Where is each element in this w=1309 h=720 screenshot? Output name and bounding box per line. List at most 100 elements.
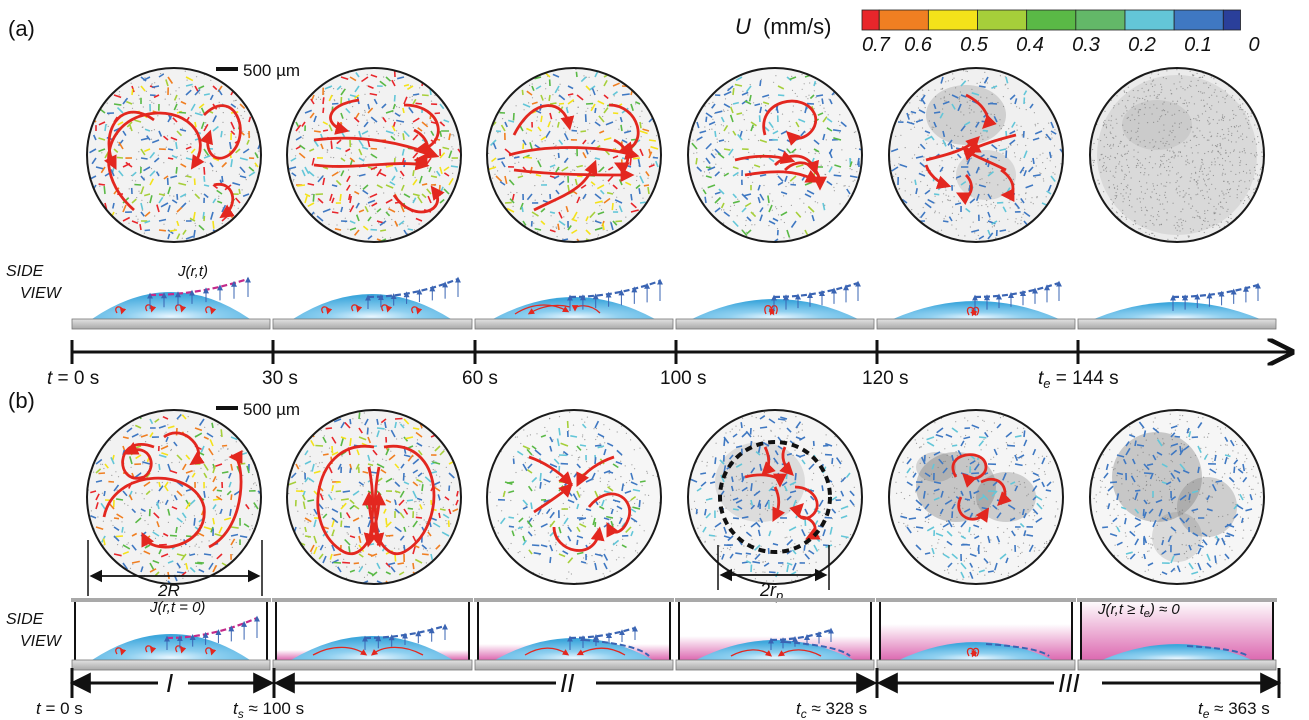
top-view-a-5-dot [941,88,943,90]
top-view-b-1-velocity-tick [122,436,129,440]
top-view-a-6-dot [1151,207,1153,209]
top-view-b-2-dot [422,501,424,503]
top-view-a-6-dot [1116,122,1118,124]
top-view-a-2-velocity-tick [312,193,315,202]
top-view-b-1-dot [197,554,199,556]
top-view-a-4-velocity-tick [750,124,754,132]
top-view-a-2-velocity-tick [330,141,333,150]
top-view-b-1-velocity-tick [230,494,233,501]
top-view-a-1-velocity-tick [216,189,223,195]
top-view-b-1-velocity-tick [212,465,216,474]
top-view-b-1-velocity-tick [197,561,205,564]
top-view-b-2-velocity-tick [432,522,441,528]
top-view-b-1-dot [213,459,215,461]
top-view-a-6-dot [1172,129,1174,132]
top-view-a-5-dot [972,221,974,223]
top-view-a-3-dot [574,169,576,171]
top-view-a-6-dot [1137,110,1139,112]
top-view-a-3-velocity-tick [567,85,574,90]
top-view-b-2-dot [428,446,430,448]
top-view-a-6-dot [1160,183,1162,185]
top-view-b-3-dot [534,489,536,491]
top-view-a-6-dot [1133,149,1135,151]
top-view-a-5-dot [1020,223,1022,225]
top-view-a-6-dot [1169,150,1171,152]
top-view-a-6-dot [1176,88,1178,90]
top-view-b-2-velocity-tick [333,553,342,557]
top-view-b-1-velocity-tick [152,559,160,564]
top-view-b-4-dot [758,560,760,562]
top-view-a-3-velocity-tick [632,157,641,160]
top-view-b-4-dot [823,508,825,510]
top-view-a-6-dot [1193,135,1195,137]
top-view-b-1-dot [139,435,141,437]
top-view-a-2-velocity-tick [367,199,376,204]
top-view-a-6-dot [1222,192,1224,194]
top-view-b-4-velocity-tick [708,534,716,537]
top-view-a-1-velocity-tick [217,89,223,96]
top-view-b-4-dot [811,479,813,481]
top-view-a-1-velocity-tick [149,170,156,177]
top-view-b-1-velocity-tick [228,472,232,479]
top-view-b-1-velocity-tick [113,484,120,492]
top-view-a-3-velocity-tick [540,207,546,213]
top-view-a-6-dot [1243,150,1245,152]
top-view-b-2-dot [343,558,345,560]
top-view-a-6-dot [1125,174,1127,176]
top-view-a-5-dot [955,87,957,89]
top-view-b-4-velocity-tick [755,450,761,456]
top-view-a-1-dot [99,185,101,187]
top-view-b-5-dot [983,483,985,486]
top-view-a-6-dot [1149,156,1151,158]
top-view-a-3-rim [486,67,662,243]
top-view-a-5-velocity-tick [978,85,986,88]
top-view-b-4-dot [764,454,766,456]
top-view-a-3-dot [642,197,644,199]
top-view-a-6-dot [1103,165,1105,167]
top-view-a-5-dot [914,154,916,156]
top-view-a-2-velocity-tick [349,76,357,82]
top-view-a-6-dot [1140,191,1143,193]
top-view-a-5-velocity-tick [927,198,935,204]
top-view-a-1-velocity-tick [167,157,174,160]
top-view-b-4-velocity-tick [798,454,806,458]
top-view-b-5-dot [933,493,935,495]
top-view-a-4-velocity-tick [759,207,764,213]
top-view-a-3-velocity-tick [594,107,597,114]
top-view-b-2-dot [367,426,369,429]
top-view-b-4-dot [745,556,748,558]
top-view-a-6-dot [1157,94,1159,96]
top-view-a-3-velocity-tick [558,102,565,105]
top-view-a-5-dot [986,221,989,223]
top-view-a-6-dot [1110,147,1112,149]
top-view-a-6-dot [1211,94,1213,96]
top-view-a-1-velocity-tick [158,196,164,204]
top-view-b-3-dot [585,461,588,463]
top-view-a-6-dot [1183,111,1185,113]
top-view-b-1-rim [86,409,262,585]
top-view-a-5-dot [926,184,929,186]
top-view-b-4-dot [722,547,725,550]
top-view-b-1-dot [143,498,145,500]
top-view-b-3-dot [608,480,610,483]
panel-b-label: (b) [8,388,35,413]
top-view-a-4-dot [737,174,739,176]
top-view-b-3-velocity-tick [578,517,587,521]
top-view-a-1-dot [210,79,212,81]
top-view-a-1-dot [130,82,132,84]
top-view-a-1-dot [118,94,120,96]
top-view-a-6-dot [1137,144,1139,146]
top-view-b-3-dot [609,518,612,520]
top-view-a-1-dot [184,195,186,197]
top-view-b-2-velocity-tick [376,427,385,430]
top-view-a-4-dot [827,114,829,116]
top-view-a-6-dot [1172,125,1174,127]
top-view-a-2-dot [395,156,397,158]
top-view-b-1-velocity-tick [122,490,128,497]
top-view-a-5-dot [904,178,907,180]
top-view-b-2-velocity-tick [452,508,459,513]
top-view-a-2-velocity-tick [385,164,394,168]
top-view-a-1-velocity-tick [167,204,171,213]
top-view-a-6-dot [1098,182,1100,184]
top-views-a [86,67,1265,243]
